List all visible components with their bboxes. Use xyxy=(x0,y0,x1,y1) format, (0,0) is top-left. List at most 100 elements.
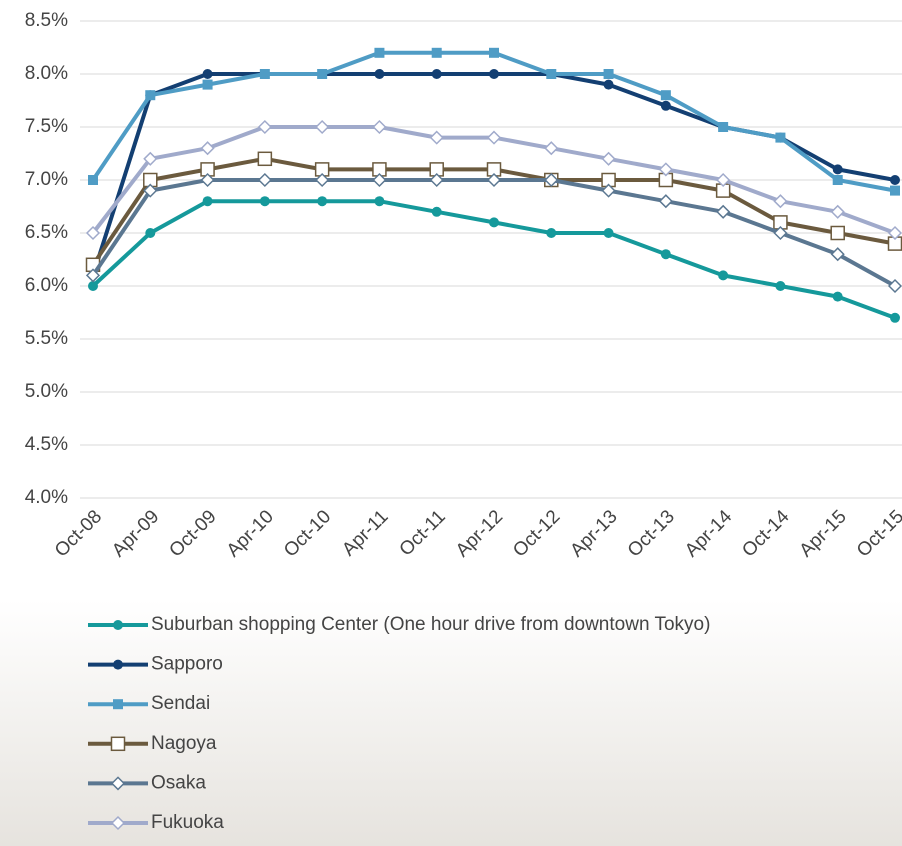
marker xyxy=(544,172,559,188)
x-tick-label: Oct-12 xyxy=(509,506,564,561)
marker xyxy=(259,196,270,207)
marker xyxy=(489,217,499,228)
marker xyxy=(88,281,98,291)
marker xyxy=(775,281,786,291)
marker xyxy=(489,47,499,58)
marker xyxy=(145,228,156,238)
legend-label: Suburban shopping Center (One hour drive… xyxy=(151,614,710,635)
marker xyxy=(773,194,788,209)
marker xyxy=(257,151,273,167)
legend: Suburban shopping Center (One hour drive… xyxy=(88,614,710,833)
marker xyxy=(431,206,442,217)
marker xyxy=(110,736,126,752)
marker xyxy=(317,196,328,207)
y-tick-label: 7.0% xyxy=(25,169,68,190)
marker xyxy=(372,119,387,135)
marker xyxy=(372,172,387,188)
marker xyxy=(718,122,729,132)
x-tick-label: Apr-14 xyxy=(681,506,736,561)
marker xyxy=(486,172,502,188)
marker xyxy=(315,172,330,188)
marker xyxy=(887,225,902,241)
marker xyxy=(832,291,843,302)
marker xyxy=(145,90,156,101)
marker xyxy=(890,312,900,323)
marker xyxy=(603,79,614,90)
marker xyxy=(603,228,614,238)
marker xyxy=(658,162,673,177)
y-tick-label: 4.0% xyxy=(25,487,68,508)
marker xyxy=(775,132,786,143)
marker xyxy=(660,90,671,101)
legend-label: Fukuoka xyxy=(151,812,224,833)
x-tick-label: Oct-11 xyxy=(396,506,450,560)
legend-label: Sapporo xyxy=(151,654,223,675)
marker xyxy=(658,194,673,209)
marker xyxy=(660,100,671,111)
marker xyxy=(202,69,213,79)
x-tick-label: Apr-13 xyxy=(566,506,621,561)
marker xyxy=(113,659,123,670)
y-tick-label: 4.5% xyxy=(25,434,68,455)
marker xyxy=(200,172,215,188)
y-tick-label: 8.0% xyxy=(25,63,68,84)
marker xyxy=(830,247,845,262)
x-tick-label: Apr-10 xyxy=(223,506,278,561)
marker xyxy=(257,172,272,188)
x-tick-label: Oct-14 xyxy=(738,506,793,561)
marker xyxy=(546,69,557,79)
plot-area: 4.0% 4.5% 5.0% 5.5% 6.0% 6.5% 7.0% 7.5% 8.0% 8.5%… xyxy=(25,10,902,561)
marker xyxy=(429,130,444,145)
marker xyxy=(374,69,385,79)
marker xyxy=(202,196,213,207)
marker xyxy=(431,69,442,79)
background xyxy=(0,600,902,846)
marker xyxy=(887,278,902,294)
marker xyxy=(259,69,270,79)
marker xyxy=(890,175,900,185)
marker xyxy=(660,249,671,260)
marker xyxy=(544,141,559,156)
marker xyxy=(85,268,101,283)
marker xyxy=(830,225,845,241)
marker xyxy=(374,196,385,207)
marker xyxy=(603,69,614,79)
marker xyxy=(832,175,843,185)
marker xyxy=(429,172,444,188)
marker xyxy=(202,79,213,90)
marker xyxy=(890,185,900,196)
marker xyxy=(830,204,845,219)
marker xyxy=(88,175,98,185)
marker xyxy=(486,130,502,145)
marker xyxy=(718,270,729,281)
legend-label: Osaka xyxy=(151,772,206,793)
marker xyxy=(716,172,731,188)
y-tick-label: 5.5% xyxy=(25,328,68,349)
y-tick-label: 6.0% xyxy=(25,275,68,296)
marker xyxy=(85,225,101,241)
marker xyxy=(773,225,788,241)
x-tick-label: Apr-12 xyxy=(452,506,507,561)
x-tick-label: Oct-15 xyxy=(853,506,902,561)
x-tick-label: Oct-13 xyxy=(624,506,679,561)
marker xyxy=(113,620,123,630)
marker xyxy=(832,164,843,175)
y-tick-label: 5.0% xyxy=(25,381,68,402)
marker xyxy=(110,776,126,791)
y-tick-label: 8.5% xyxy=(25,10,68,31)
x-tick-label: Oct-08 xyxy=(51,506,106,561)
x-tick-label: Oct-10 xyxy=(280,506,335,561)
legend-label: Nagoya xyxy=(151,733,217,754)
marker xyxy=(110,815,126,831)
x-tick-label: Apr-11 xyxy=(338,506,392,560)
marker xyxy=(374,47,385,58)
marker xyxy=(143,151,158,166)
marker xyxy=(716,204,731,219)
marker xyxy=(257,119,272,135)
x-tick-label: Oct-09 xyxy=(165,506,220,561)
marker xyxy=(431,47,442,58)
marker xyxy=(546,228,557,238)
marker xyxy=(317,69,328,79)
